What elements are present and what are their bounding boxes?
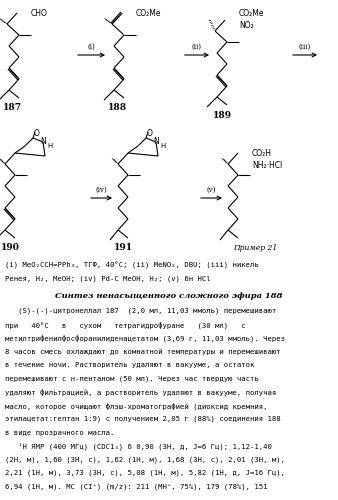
Text: 191: 191 [114,244,132,252]
Text: (ii): (ii) [192,43,202,51]
Text: O: O [34,130,40,138]
Text: NO₂: NO₂ [239,22,254,30]
Text: O: O [147,130,153,138]
Text: N: N [40,138,46,146]
Text: масло, которое очищают флэш-хроматографией (диоксид кремния,: масло, которое очищают флэш-хроматографи… [5,402,267,410]
Text: (S)-(-)-цитронеллал 187  (2,0 мл, 11,03 ммоль) перемешивают: (S)-(-)-цитронеллал 187 (2,0 мл, 11,03 м… [5,308,276,314]
Text: в виде прозрачного масла.: в виде прозрачного масла. [5,430,114,436]
Text: 188: 188 [107,104,126,112]
Text: (iii): (iii) [299,43,311,51]
Text: 189: 189 [213,110,232,120]
Text: NH₂·HCl: NH₂·HCl [252,162,282,170]
Text: Ренея, H₂, MeOH; (iv) Pd-C MeOH, H₂; (v) 6н HCl: Ренея, H₂, MeOH; (iv) Pd-C MeOH, H₂; (v)… [5,275,211,281]
Text: 8 часов смесь охлаждают до комнатной температуры и перемешивают: 8 часов смесь охлаждают до комнатной тем… [5,348,281,355]
Text: в течение ночи. Растворитель удаляют в вакууме, а остаток: в течение ночи. Растворитель удаляют в в… [5,362,255,368]
Text: 2,21 (1H, м), 3,73 (3H, с), 5,08 (1H, м), 5,82 (1H, д, J=16 Гц),: 2,21 (1H, м), 3,73 (3H, с), 5,08 (1H, м)… [5,470,285,476]
Text: (i) MeO₂CCH=PPh₃, ТГФ, 40°C; (ii) MeNO₂, DBU; (iii) никель: (i) MeO₂CCH=PPh₃, ТГФ, 40°C; (ii) MeNO₂,… [5,262,259,269]
Text: при   40°C   в   сухом   тетрагидрофуране   (30 мл)   с: при 40°C в сухом тетрагидрофуране (30 мл… [5,322,246,329]
Text: (v): (v) [207,186,216,194]
Text: CO₂Me: CO₂Me [239,8,265,18]
Text: этилацетат:гептан 1:9) с получением 2,05 г (88%) соединения 188: этилацетат:гептан 1:9) с получением 2,05… [5,416,281,422]
Text: Пример 21: Пример 21 [233,244,277,252]
Text: 187: 187 [2,104,22,112]
Text: CO₂H: CO₂H [252,148,272,158]
Text: ¹Н ЯМР (400 МГц) (CDC1₃) δ 0,90 (3H, д, J=6 Гц); 1,12-1,40: ¹Н ЯМР (400 МГц) (CDC1₃) δ 0,90 (3H, д, … [5,443,272,450]
Text: метилтрифенилфосфоранилиденацетатом (3,69 г, 11,03 ммоль). Через: метилтрифенилфосфоранилиденацетатом (3,6… [5,335,285,342]
Text: CHO: CHO [31,8,48,18]
Text: (iv): (iv) [96,186,107,194]
Text: удаляют фильтрацией, а растворитель удаляют в вакууме, получая: удаляют фильтрацией, а растворитель удал… [5,389,276,396]
Text: 190: 190 [1,244,20,252]
Text: H: H [47,143,52,149]
Text: (2H, м), 1,60 (3H, с), 1,62 (1H, м), 1,68 (3H, с), 2,01 (3H, м),: (2H, м), 1,60 (3H, с), 1,62 (1H, м), 1,6… [5,456,285,463]
Text: (i): (i) [88,43,95,51]
Text: Синтез ненасыщенного сложного эфира 188: Синтез ненасыщенного сложного эфира 188 [55,292,283,300]
Text: H: H [160,143,165,149]
Text: перемешивают с н-пентаном (50 мл). Через час твердую часть: перемешивают с н-пентаном (50 мл). Через… [5,376,259,382]
Text: CO₂Me: CO₂Me [136,8,162,18]
Text: 6,94 (1H, м). МС (CI⁺) (m/z): 211 (МН⁺, 75%), 179 (78%), 151: 6,94 (1H, м). МС (CI⁺) (m/z): 211 (МН⁺, … [5,484,267,490]
Text: N: N [153,138,159,146]
